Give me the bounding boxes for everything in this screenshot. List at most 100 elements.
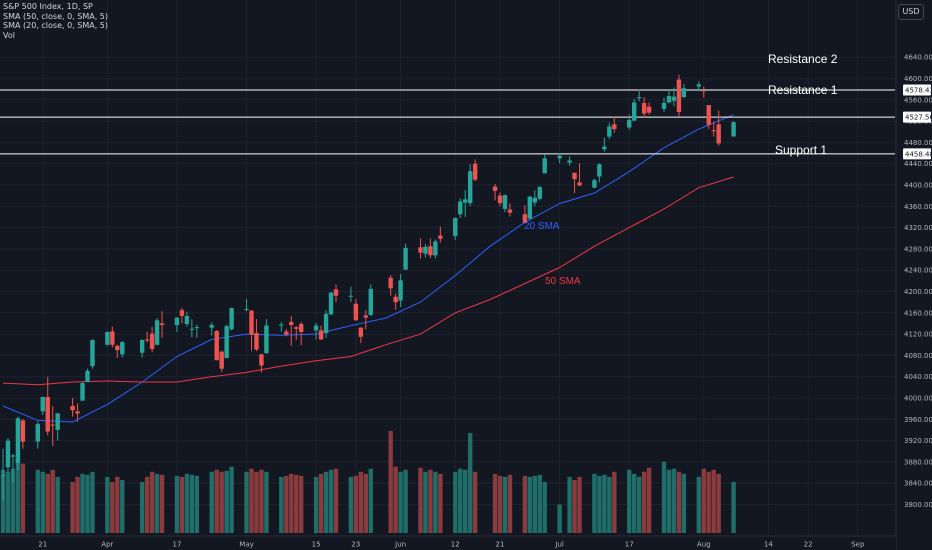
candle-body: [0, 475, 6, 477]
level-price-tag[interactable]: 4458.48: [903, 148, 932, 160]
level-price-tag[interactable]: 4527.56: [903, 111, 932, 123]
candle-body: [20, 420, 26, 442]
volume-bar: [299, 475, 304, 533]
candle-body: [363, 315, 369, 318]
currency-button[interactable]: USD: [898, 4, 924, 20]
volume-bar: [716, 473, 721, 533]
legend-sma50[interactable]: SMA (50, close, 0, SMA, 5): [3, 11, 108, 21]
volume-bar: [80, 473, 85, 533]
candle: [492, 183, 498, 201]
candle-body: [90, 339, 95, 367]
volume-bar: [254, 471, 259, 533]
volume-bar: [358, 471, 364, 533]
candle-body: [244, 309, 249, 311]
candle-body: [641, 102, 647, 114]
volume-bar: [259, 469, 264, 533]
time-tick-label: 17: [625, 541, 634, 549]
volume-bar: [328, 469, 334, 533]
candle-body: [353, 303, 359, 321]
level-price-tag[interactable]: 4578.43: [903, 84, 932, 96]
candle: [472, 159, 478, 182]
legend-symbol[interactable]: S&P 500 Index, 1D, SP: [3, 2, 93, 11]
time-axis[interactable]: 21 Apr 17 May 15 23 Jun 12 21 Jul 17 Aug 14 22 Sep: [0, 535, 896, 550]
legend-sma20[interactable]: SMA (20, close, 0, SMA, 5): [3, 21, 108, 31]
candle-body: [110, 331, 115, 345]
candle-body: [572, 172, 577, 180]
volume-bar: [388, 431, 393, 533]
candle-body: [458, 201, 463, 215]
volume-bar: [542, 482, 547, 533]
candle-body: [398, 280, 403, 301]
volume-bar: [20, 463, 26, 533]
candle: [323, 310, 329, 338]
candle-body: [294, 327, 299, 329]
candle: [45, 376, 50, 436]
candle: [577, 163, 582, 187]
time-axis-bg: [0, 536, 896, 550]
volume-bar: [15, 456, 21, 533]
volume-bar: [5, 471, 11, 533]
candle: [40, 396, 45, 416]
candle: [249, 310, 254, 351]
volume-bar: [612, 471, 617, 533]
volume-bar: [40, 471, 45, 533]
volume-bar: [502, 476, 508, 533]
candle: [174, 317, 180, 332]
time-tick-label: 12: [451, 541, 460, 549]
volume-bar: [602, 474, 607, 533]
volume-bar: [0, 469, 6, 533]
candle-body: [557, 155, 562, 159]
price-axis[interactable]: 3800.00 3840.00 3880.00 3920.00 3960.00 4000.…: [895, 0, 932, 550]
volume-bar: [418, 467, 423, 533]
level-lines[interactable]: [0, 89, 895, 155]
time-tick-label: Aug: [697, 541, 711, 549]
candle: [731, 121, 736, 137]
candle: [279, 321, 284, 332]
candle-body: [631, 102, 637, 121]
volume-bar: [463, 469, 468, 533]
candle: [189, 319, 195, 338]
candle-body: [120, 342, 125, 355]
candle: [453, 217, 458, 240]
level-price-tag-bg: [903, 84, 931, 96]
volume-bar: [661, 461, 667, 533]
volume-bar: [10, 468, 16, 533]
candle-body: [10, 455, 16, 457]
candle-body: [671, 96, 677, 101]
candle-body: [174, 317, 180, 326]
price-tick-label: 3840.00: [904, 480, 932, 488]
time-tick-label: 21: [496, 541, 505, 549]
candle-body: [249, 310, 254, 335]
candle: [641, 97, 647, 118]
candle: [716, 110, 721, 146]
price-tick-label: 3800.00: [904, 501, 932, 509]
volume-bar: [154, 473, 160, 533]
candle-body: [527, 196, 533, 219]
volume-bar: [731, 482, 736, 533]
price-tick-label: 4240.00: [904, 267, 932, 275]
candle: [567, 156, 572, 166]
level-price-tag-bg: [903, 148, 931, 160]
legend-vol[interactable]: Vol: [3, 30, 15, 40]
candle: [701, 86, 706, 98]
candle-body: [403, 247, 408, 270]
candle-body: [254, 333, 259, 350]
price-tick-label: 4040.00: [904, 373, 932, 381]
time-tick-label: 14: [764, 541, 773, 549]
volume-bar: [428, 469, 433, 533]
candle: [353, 298, 359, 321]
candle-body: [35, 424, 40, 442]
volume-bar: [467, 433, 473, 533]
candle-body: [567, 160, 572, 163]
candle: [348, 286, 354, 303]
candle: [676, 74, 682, 117]
candle: [120, 341, 125, 358]
volume-bar: [368, 468, 373, 533]
price-tick-label: 3920.00: [904, 437, 932, 445]
candle-body: [313, 325, 319, 331]
candle: [393, 293, 398, 310]
candle-body: [507, 209, 513, 213]
volume-bar: [105, 476, 110, 533]
candle-body: [418, 247, 423, 253]
